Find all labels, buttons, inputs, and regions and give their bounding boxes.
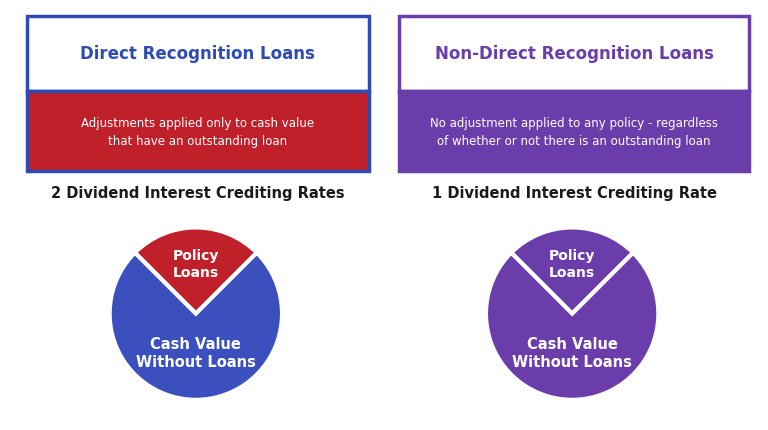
FancyBboxPatch shape [27, 17, 369, 92]
Text: No adjustment applied to any policy - regardless
of whether or not there is an o: No adjustment applied to any policy - re… [430, 116, 718, 147]
Text: Cash Value
Without Loans: Cash Value Without Loans [136, 336, 256, 369]
Wedge shape [110, 253, 282, 400]
Text: Direct Recognition Loans: Direct Recognition Loans [81, 46, 315, 63]
Text: 1 Dividend Interest Crediting Rate: 1 Dividend Interest Crediting Rate [432, 186, 717, 201]
FancyBboxPatch shape [399, 17, 749, 92]
Text: Non-Direct Recognition Loans: Non-Direct Recognition Loans [435, 46, 713, 63]
FancyBboxPatch shape [27, 92, 369, 172]
Text: Adjustments applied only to cash value
that have an outstanding loan: Adjustments applied only to cash value t… [81, 116, 314, 147]
Text: 2 Dividend Interest Crediting Rates: 2 Dividend Interest Crediting Rates [51, 186, 345, 201]
Text: Policy
Loans: Policy Loans [549, 249, 595, 280]
Text: Cash Value
Without Loans: Cash Value Without Loans [512, 336, 632, 369]
Wedge shape [511, 228, 633, 314]
Wedge shape [486, 253, 658, 400]
Text: Policy
Loans: Policy Loans [173, 249, 219, 280]
FancyBboxPatch shape [399, 92, 749, 172]
Wedge shape [135, 228, 257, 314]
